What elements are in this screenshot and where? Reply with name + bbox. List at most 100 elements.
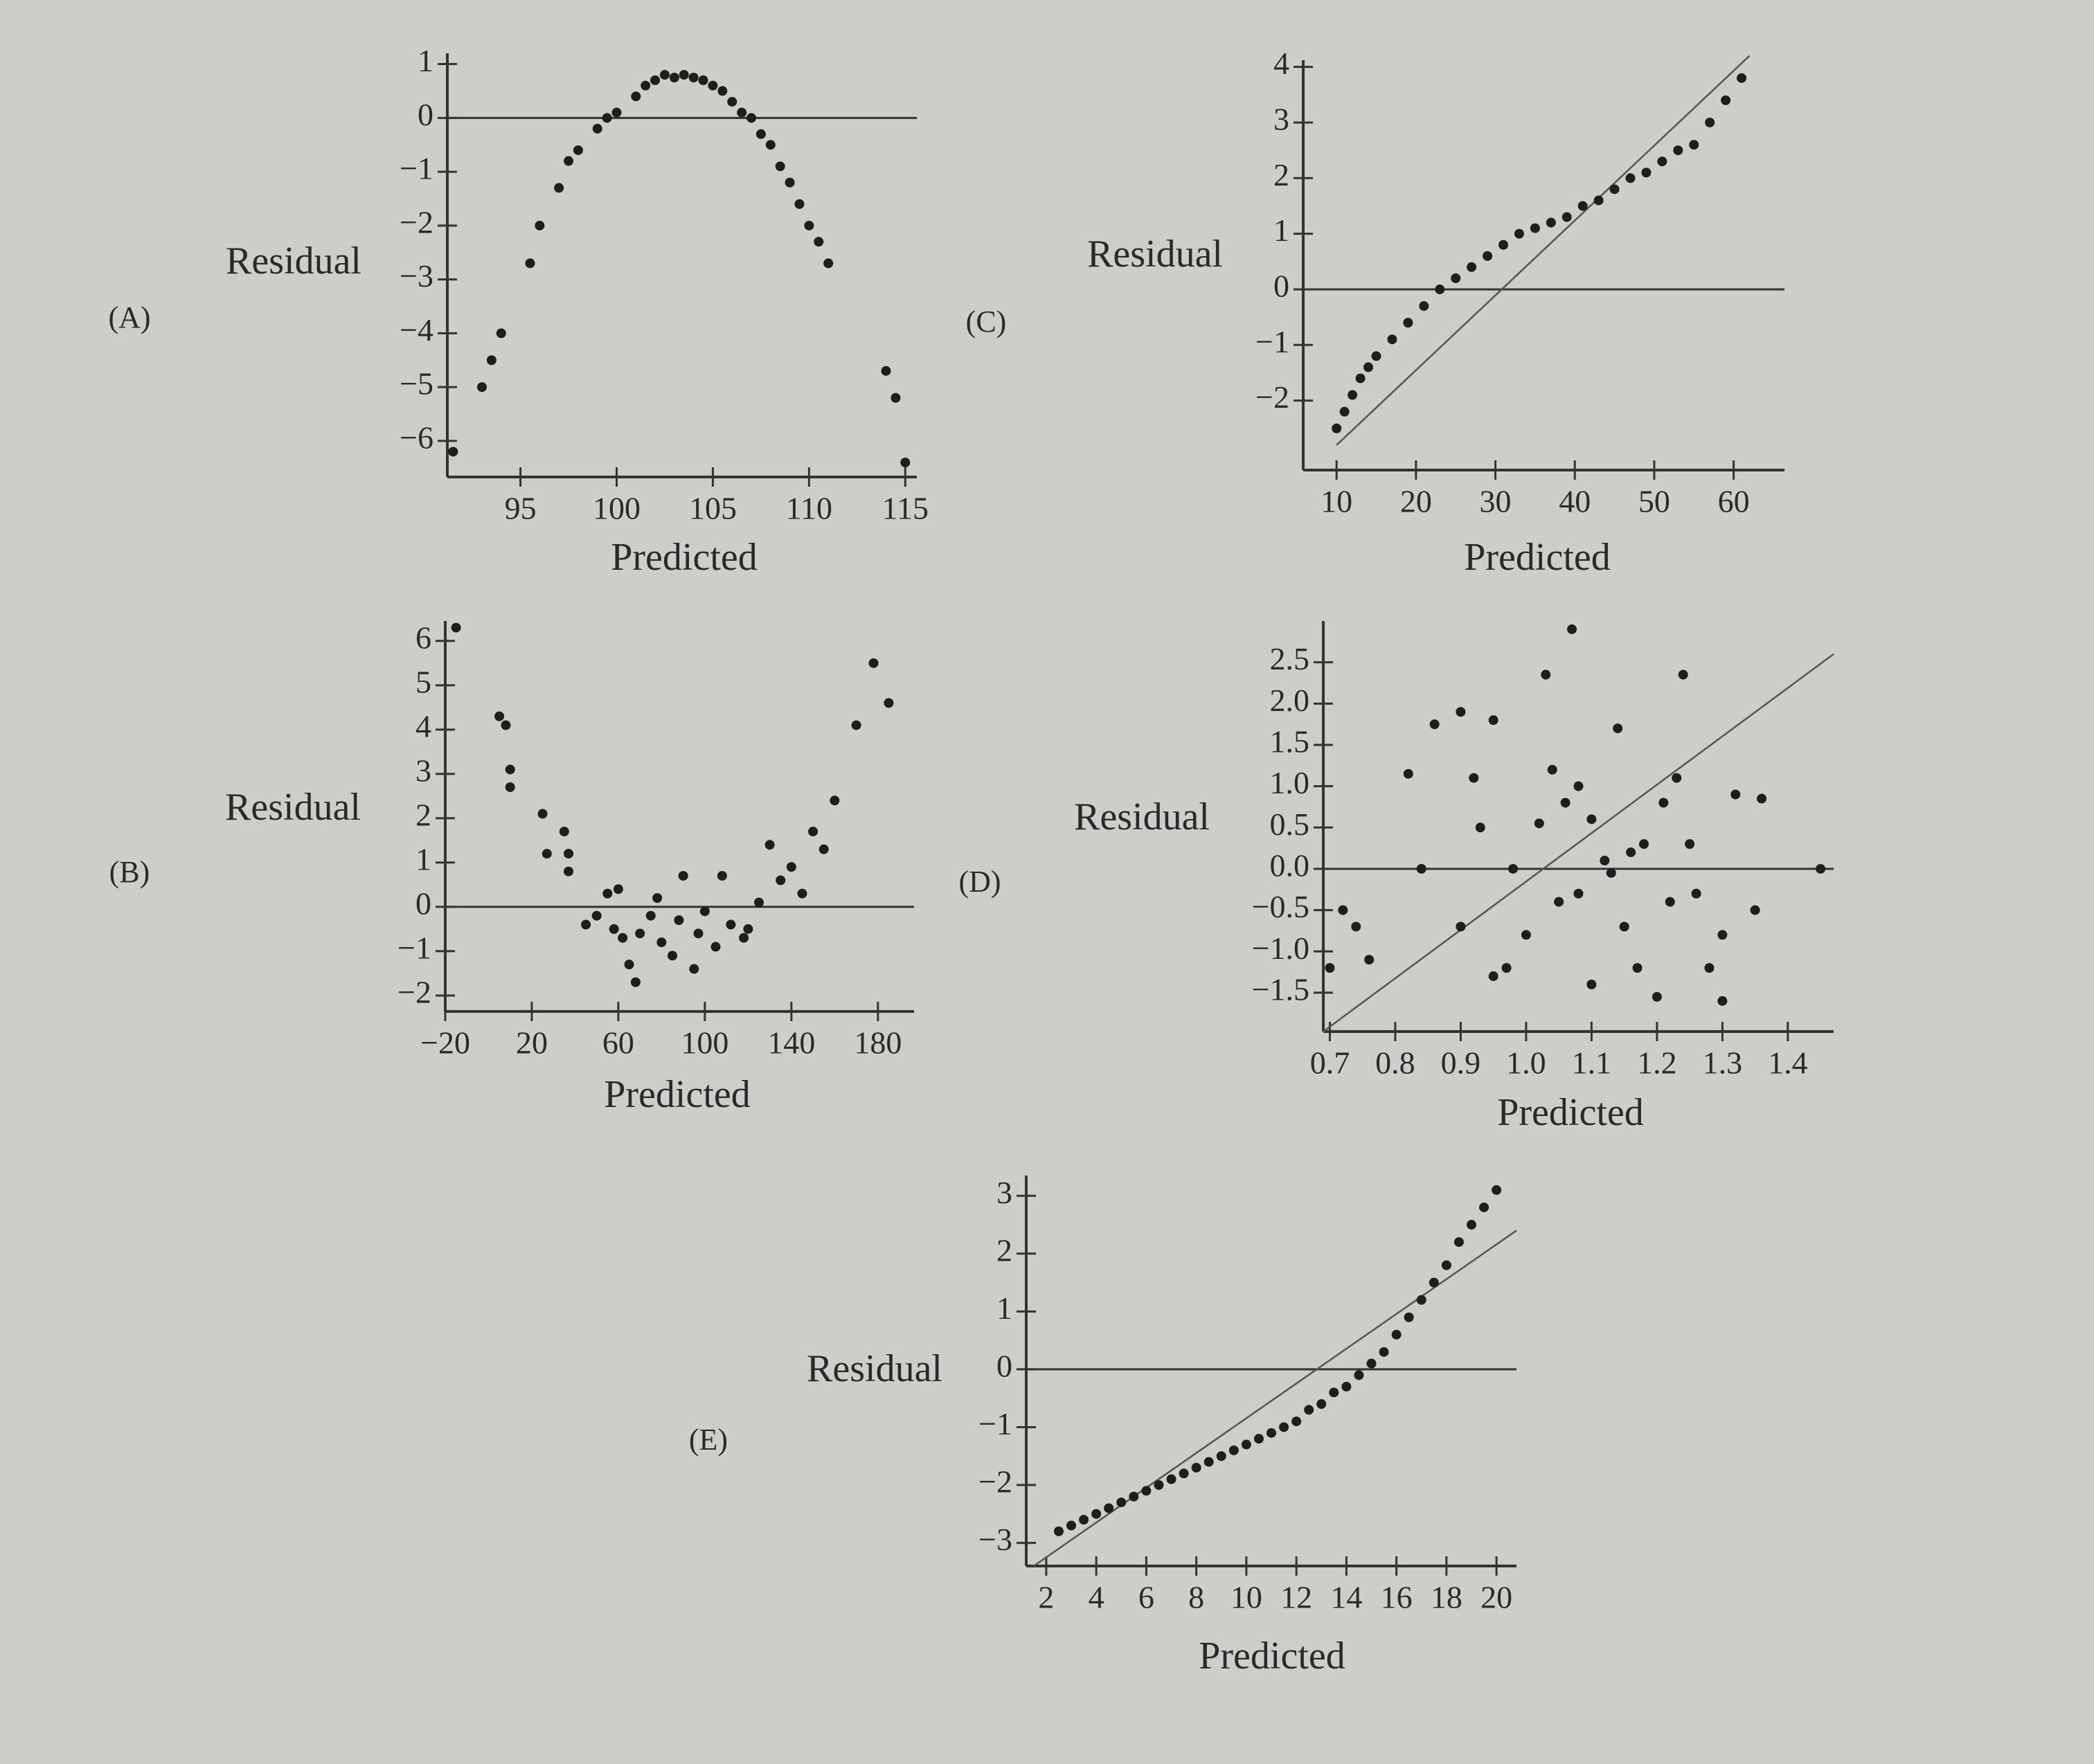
x-tick-label: 1.4 <box>1768 1045 1808 1081</box>
point <box>1216 1451 1226 1461</box>
point <box>1166 1474 1176 1484</box>
panel-label: (E) <box>689 1423 728 1457</box>
point <box>1586 814 1597 825</box>
x-tick-label: 100 <box>681 1025 728 1061</box>
point <box>1387 334 1397 345</box>
y-axis-label: Residual <box>226 240 361 282</box>
point <box>652 893 663 903</box>
y-tick-label: −1 <box>400 151 433 186</box>
y-tick-label: −1.5 <box>1252 971 1309 1007</box>
y-tick-label: 1 <box>996 1290 1012 1326</box>
point <box>613 884 623 894</box>
y-tick-label: 0.5 <box>1270 807 1310 842</box>
point <box>1541 669 1551 680</box>
point <box>564 156 574 166</box>
point <box>1451 273 1461 283</box>
point <box>1586 979 1597 989</box>
point <box>631 91 641 102</box>
point <box>1316 1399 1327 1410</box>
x-tick-label: 2 <box>1038 1580 1054 1615</box>
point <box>602 113 612 123</box>
point <box>564 866 574 876</box>
point <box>900 458 911 468</box>
x-tick-label: 10 <box>1231 1580 1262 1615</box>
point <box>775 161 785 172</box>
point <box>786 862 796 872</box>
point <box>1691 888 1701 899</box>
point <box>668 951 678 961</box>
point <box>1641 168 1652 178</box>
x-tick-label: 8 <box>1188 1580 1204 1615</box>
point <box>1456 707 1466 717</box>
y-tick-label: −4 <box>400 312 433 348</box>
x-tick-label: 16 <box>1381 1580 1413 1615</box>
y-axis-label: Residual <box>1087 233 1223 276</box>
point <box>785 177 795 188</box>
point <box>581 919 591 930</box>
point <box>1351 921 1361 932</box>
point <box>1665 897 1675 907</box>
y-tick-label: −2 <box>1255 379 1289 415</box>
y-tick-label: −2 <box>978 1464 1012 1500</box>
point <box>1514 228 1524 239</box>
point <box>1267 1428 1276 1438</box>
y-tick-label: −5 <box>400 366 433 402</box>
point <box>1501 963 1512 973</box>
point <box>477 382 487 393</box>
point <box>591 910 602 921</box>
point <box>818 844 829 854</box>
x-axis-label: Predicted <box>1497 1091 1643 1134</box>
point <box>678 871 688 881</box>
y-tick-label: 2 <box>415 797 431 832</box>
point <box>1657 156 1667 167</box>
point <box>618 933 628 943</box>
point <box>693 928 704 939</box>
point <box>1363 362 1374 372</box>
point <box>1560 798 1570 808</box>
point <box>1391 1329 1402 1340</box>
x-tick-label: 180 <box>854 1025 902 1061</box>
y-tick-label: 0 <box>418 97 433 132</box>
point <box>1625 173 1636 183</box>
point <box>564 849 574 859</box>
point <box>804 220 814 231</box>
point <box>656 937 667 948</box>
point <box>1721 95 1731 105</box>
x-tick-label: 110 <box>786 491 832 526</box>
point <box>451 622 461 633</box>
point <box>746 113 757 123</box>
point <box>1253 1434 1264 1444</box>
point <box>1521 930 1531 940</box>
point <box>1730 789 1741 800</box>
point <box>537 809 548 819</box>
point <box>1488 715 1498 726</box>
x-tick-label: 1.1 <box>1572 1045 1612 1081</box>
point <box>1672 773 1682 783</box>
x-axis-label: Predicted <box>1464 536 1610 579</box>
point <box>698 75 708 85</box>
point <box>1573 888 1584 899</box>
point <box>559 827 569 837</box>
y-axis-label: Residual <box>807 1347 942 1390</box>
point <box>797 888 807 899</box>
point <box>624 960 634 970</box>
x-tick-label: 12 <box>1280 1580 1312 1615</box>
point <box>1279 1422 1289 1432</box>
point <box>1816 863 1826 874</box>
point <box>891 393 901 403</box>
point <box>699 906 710 917</box>
point <box>755 129 766 139</box>
x-tick-label: 1.2 <box>1637 1045 1677 1081</box>
point <box>1673 145 1683 156</box>
point <box>717 871 727 881</box>
point <box>1338 905 1348 915</box>
point <box>1606 867 1616 878</box>
point <box>830 795 840 806</box>
point <box>1091 1509 1102 1519</box>
point <box>688 72 699 82</box>
point <box>659 70 670 80</box>
point <box>726 919 736 930</box>
panel-label: (C) <box>966 305 1007 339</box>
y-tick-label: 2 <box>1273 157 1289 192</box>
